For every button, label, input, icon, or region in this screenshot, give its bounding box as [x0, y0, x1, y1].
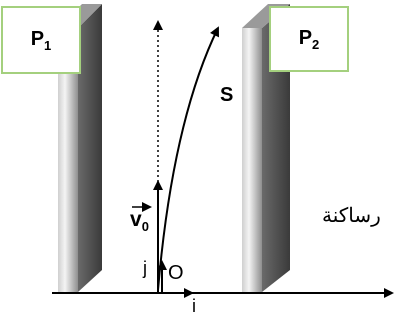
- annotation-text: رساكنة: [322, 205, 381, 227]
- plate-1-label-box: P1: [1, 6, 81, 74]
- plate-1-face: [58, 28, 78, 292]
- plate-1-side: [78, 4, 102, 292]
- plate-2-label-box: P2: [269, 6, 349, 72]
- origin-label: O: [168, 262, 184, 284]
- trajectory-curve: [157, 26, 219, 291]
- plate-2-side: [262, 4, 290, 292]
- unit-vector-j-label: j: [143, 258, 147, 278]
- plate-2-label: P2: [298, 26, 320, 52]
- unit-vector-i-label: i: [192, 296, 196, 316]
- velocity-label: v0: [130, 208, 149, 235]
- plate-2-face: [242, 28, 262, 292]
- trajectory-label: S: [220, 84, 234, 106]
- plate-2: [242, 4, 290, 292]
- plate-1-label: P1: [30, 27, 52, 53]
- plate-1: [58, 4, 102, 292]
